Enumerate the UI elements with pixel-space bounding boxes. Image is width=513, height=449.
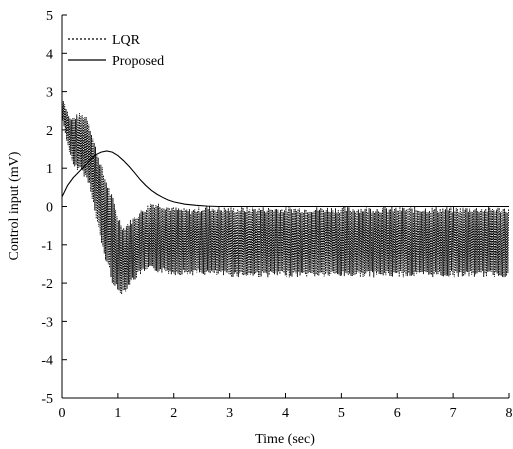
x-tick-label: 0 xyxy=(59,406,66,421)
y-tick-label: -1 xyxy=(41,239,53,254)
x-axis-label: Time (sec) xyxy=(255,432,315,447)
y-axis-label: Control input (mV) xyxy=(7,151,22,260)
legend-label-proposed: Proposed xyxy=(112,54,164,69)
series-lqr-line xyxy=(62,96,509,294)
legend: LQR Proposed xyxy=(68,33,164,69)
x-ticks: 0 1 2 3 4 5 6 7 8 xyxy=(59,393,513,421)
y-tick-label: -2 xyxy=(41,277,53,292)
x-tick-label: 1 xyxy=(114,406,121,421)
x-tick-label: 4 xyxy=(282,406,289,421)
y-tick-label: 1 xyxy=(46,162,53,177)
legend-label-lqr: LQR xyxy=(112,33,141,48)
x-tick-label: 7 xyxy=(450,406,457,421)
x-tick-label: 2 xyxy=(170,406,177,421)
y-tick-label: 4 xyxy=(46,47,53,62)
x-tick-label: 8 xyxy=(506,406,513,421)
y-tick-label: 0 xyxy=(46,201,53,216)
y-tick-label: -5 xyxy=(41,392,53,407)
y-tick-label: 5 xyxy=(46,9,53,24)
x-tick-label: 3 xyxy=(226,406,233,421)
series-layer xyxy=(62,96,509,294)
series-proposed-line xyxy=(62,151,509,207)
y-tick-label: 3 xyxy=(46,86,53,101)
y-tick-label: -4 xyxy=(41,354,53,369)
y-tick-label: -3 xyxy=(41,315,53,330)
x-tick-label: 6 xyxy=(394,406,401,421)
y-ticks: 5 4 3 2 1 0 -1 -2 -3 -4 -5 xyxy=(41,9,67,407)
y-tick-label: 2 xyxy=(46,124,53,139)
x-tick-label: 5 xyxy=(338,406,345,421)
